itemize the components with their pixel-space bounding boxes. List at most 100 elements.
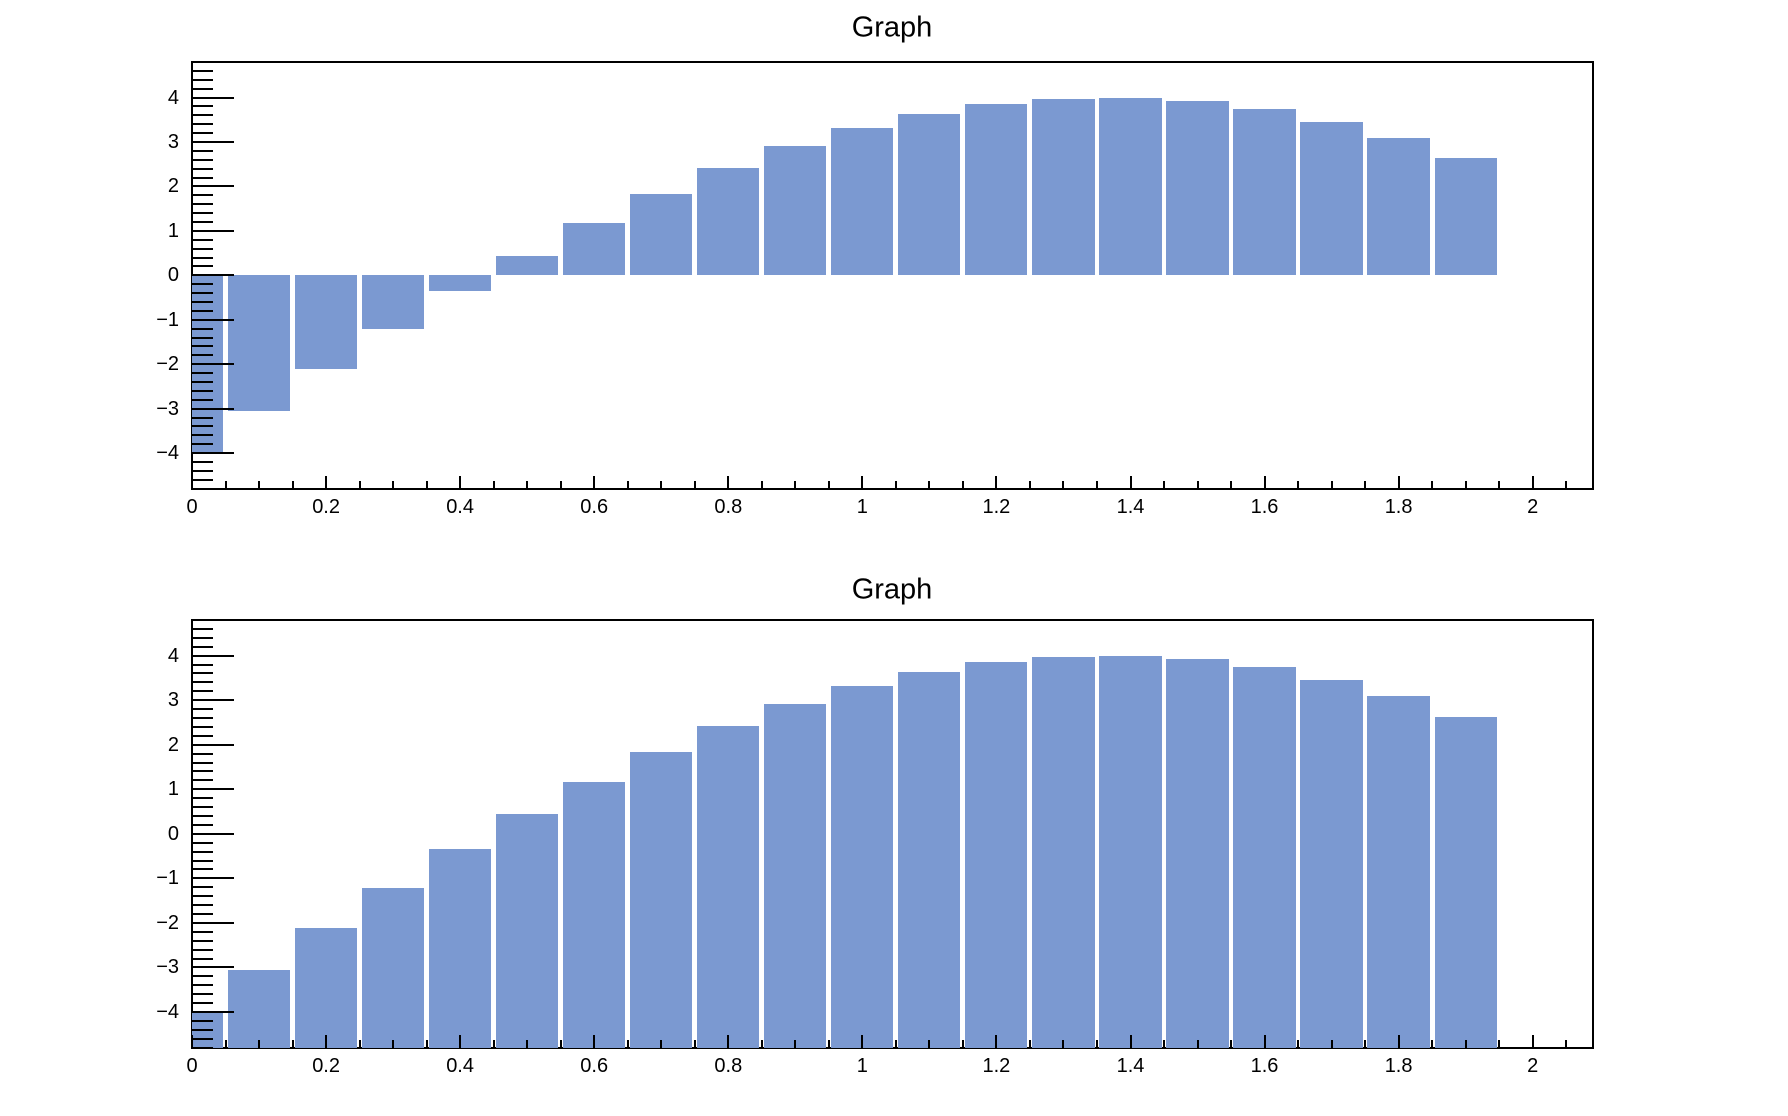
y-minor-tick [192,283,213,286]
bar [496,814,559,1048]
y-tick-label: 3 [167,689,179,712]
x-major-tick [861,1035,864,1048]
y-minor-tick [192,957,213,960]
x-minor-tick [626,481,629,489]
y-minor-tick [192,167,213,170]
y-major-tick [192,452,234,454]
y-minor-tick [192,948,213,951]
y-minor-tick [192,895,213,898]
x-minor-tick [258,1040,260,1048]
x-tick-label: 1.2 [982,496,1011,518]
y-minor-tick [192,327,213,330]
y-minor-tick [192,850,213,853]
x-minor-tick [1196,1040,1199,1048]
y-minor-tick [192,1037,213,1040]
y-minor-tick [192,717,213,719]
y-minor-tick [192,425,213,428]
x-tick-label: 1.8 [1384,1055,1413,1077]
bar [1166,101,1229,276]
x-minor-tick [693,481,696,489]
x-minor-tick [1431,481,1434,489]
y-minor-tick [192,1002,213,1004]
y-minor-tick [192,78,213,81]
bar [1367,696,1430,1048]
bar [1233,109,1296,276]
y-major-tick [192,743,234,746]
x-tick-label: 0.6 [580,496,609,518]
y-minor-tick [192,886,213,889]
x-major-tick [1129,476,1132,489]
y-minor-tick [192,176,213,179]
x-minor-tick [1297,1040,1300,1048]
x-minor-tick [425,481,428,489]
y-minor-tick [192,416,213,419]
y-minor-tick [192,663,213,666]
x-minor-tick [1062,1040,1065,1048]
bar [697,726,760,1048]
x-minor-tick [827,481,830,489]
x-minor-tick [492,481,495,489]
x-minor-tick [358,481,361,489]
x-minor-tick [894,1040,897,1048]
y-minor-tick [192,734,213,737]
x-minor-tick [1230,1040,1232,1048]
y-minor-tick [192,1019,213,1022]
bar [764,704,827,1048]
x-major-tick [459,1035,462,1048]
x-tick-label: 1 [856,1055,868,1077]
y-minor-tick [192,806,213,809]
x-major-tick [1263,1035,1266,1048]
y-tick-label: 0 [167,264,179,287]
x-minor-tick [1196,481,1199,489]
x-minor-tick [358,1040,361,1048]
bar [294,927,358,1048]
y-minor-tick [192,841,213,844]
y-minor-tick [192,69,213,72]
y-tick-label: 4 [167,86,179,109]
x-minor-tick [1330,1040,1333,1048]
x-minor-tick [1498,1040,1501,1048]
x-minor-tick [1431,1040,1434,1048]
x-major-tick [1397,1035,1400,1048]
chart-title-bottom: Graph [851,573,933,606]
y-minor-tick [192,904,213,906]
x-major-tick [191,1035,193,1048]
x-minor-tick [1028,1040,1031,1048]
y-major-tick [192,966,234,969]
bar [764,146,827,276]
y-minor-tick [192,114,213,117]
x-minor-tick [760,1040,763,1048]
x-minor-tick [894,481,897,489]
y-minor-tick [192,627,213,630]
y-minor-tick [192,636,213,639]
bar [697,168,760,276]
y-minor-tick [192,725,213,728]
bar [831,127,894,276]
y-minor-tick [192,345,213,348]
y-tick-label: −2 [156,911,179,934]
y-minor-tick [192,149,213,152]
bar [1099,97,1162,276]
x-minor-tick [660,1040,663,1048]
y-major-tick [192,363,234,366]
bar [1434,158,1497,276]
x-minor-tick [1062,481,1065,489]
y-minor-tick [192,912,213,915]
bar [1233,667,1296,1048]
bar [1032,98,1095,276]
y-tick-label: 0 [167,822,179,845]
x-minor-tick [1565,1040,1568,1048]
x-minor-tick [693,1040,696,1048]
bar [1300,121,1363,276]
y-major-tick [192,699,234,702]
bar [1032,657,1095,1048]
y-minor-tick [192,930,213,933]
x-minor-tick [1096,1040,1098,1048]
y-tick-label: −3 [156,956,179,979]
x-tick-label: 1.4 [1116,496,1145,518]
y-minor-tick [192,265,213,268]
y-major-tick [192,407,234,410]
x-major-tick [593,476,596,489]
y-minor-tick [192,823,213,826]
bar [1099,655,1162,1048]
